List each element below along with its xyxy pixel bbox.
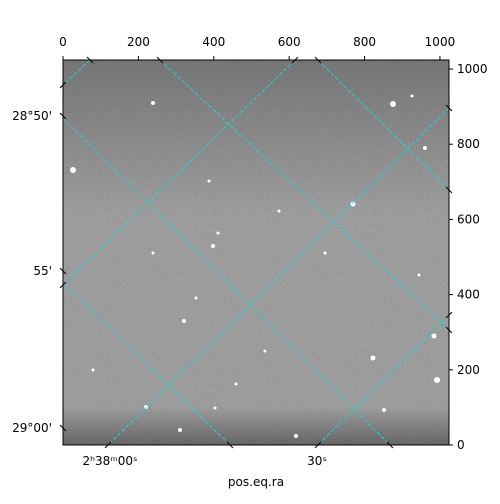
y-tick-label: 1000 bbox=[457, 62, 488, 76]
stars bbox=[70, 94, 440, 438]
x-axis-label: pos.eq.ra bbox=[228, 475, 284, 489]
wcs-ticks bbox=[59, 56, 453, 449]
y-tick-label: 800 bbox=[457, 137, 480, 151]
ra-tick-label: 2ʰ38ᵐ00ˢ bbox=[83, 454, 138, 468]
frame bbox=[62, 59, 450, 446]
coordinate-grid bbox=[63, 60, 449, 445]
dec-tick-label: 55' bbox=[33, 264, 52, 278]
y-tick-label: 400 bbox=[457, 288, 480, 302]
x-tick-label: 600 bbox=[278, 35, 301, 49]
ra-tick-label: 30ˢ bbox=[307, 454, 327, 468]
x-tick-label: 1000 bbox=[425, 35, 456, 49]
dec-tick-label: 28°50' bbox=[12, 109, 52, 123]
y-tick-label: 0 bbox=[457, 438, 465, 452]
sky-image bbox=[63, 60, 449, 445]
y-tick-label: 200 bbox=[457, 363, 480, 377]
x-tick-label: 800 bbox=[353, 35, 376, 49]
x-tick-label: 400 bbox=[202, 35, 225, 49]
y-tick-label: 600 bbox=[457, 212, 480, 226]
dec-tick-label: 29°00' bbox=[12, 421, 52, 435]
x-tick-label: 0 bbox=[59, 35, 67, 49]
x-tick-label: 200 bbox=[127, 35, 150, 49]
